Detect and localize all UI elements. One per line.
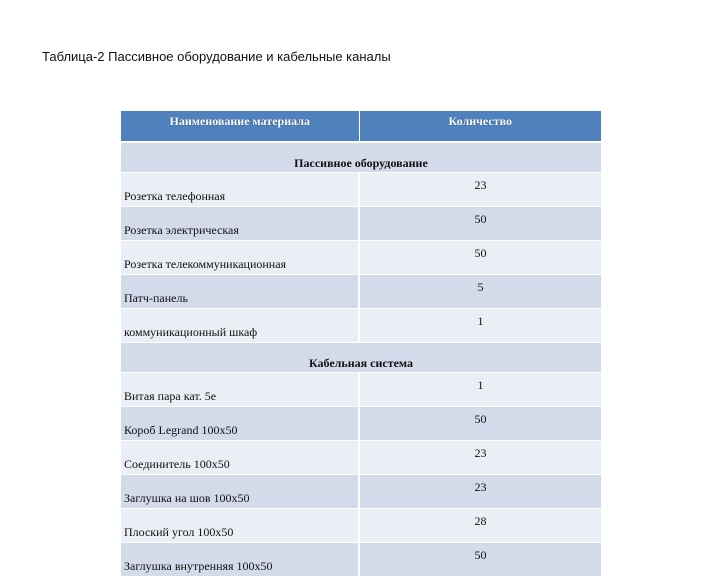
quantity-cell: 50 <box>359 240 601 275</box>
material-name-cell: Патч-панель <box>121 274 360 309</box>
material-name-cell: Короб Legrand 100х50 <box>121 406 360 441</box>
section-row-passive-equipment: Пассивное оборудование <box>121 142 601 173</box>
material-name-cell: Плоский угол 100х50 <box>121 508 360 543</box>
material-name-cell: Соединитель 100х50 <box>121 440 360 475</box>
material-name-cell: коммуникационный шкаф <box>121 308 360 343</box>
quantity-cell: 1 <box>359 372 601 407</box>
table-caption: Таблица-2 Пассивное оборудование и кабел… <box>42 49 391 64</box>
quantity-cell: 23 <box>359 172 601 207</box>
section-title: Пассивное оборудование <box>121 142 601 173</box>
table-row: Розетка телекоммуникационная 50 <box>121 240 601 275</box>
table-row: Патч-панель 5 <box>121 274 601 309</box>
table-row: Соединитель 100х50 23 <box>121 440 601 475</box>
quantity-cell: 5 <box>359 274 601 309</box>
quantity-cell: 28 <box>359 508 601 543</box>
table-row: Заглушка внутренняя 100х50 50 <box>121 542 601 577</box>
table-row: Розетка электрическая 50 <box>121 206 601 241</box>
material-name-cell: Розетка телекоммуникационная <box>121 240 360 275</box>
table-row: Короб Legrand 100х50 50 <box>121 406 601 441</box>
material-name-cell: Заглушка внутренняя 100х50 <box>121 542 360 577</box>
material-name-cell: Заглушка на шов 100х50 <box>121 474 360 509</box>
quantity-cell: 50 <box>359 206 601 241</box>
material-name-cell: Розетка электрическая <box>121 206 360 241</box>
section-title: Кабельная система <box>121 342 601 373</box>
quantity-cell: 50 <box>359 542 601 577</box>
table-row: Розетка телефонная 23 <box>121 172 601 207</box>
table-row: Заглушка на шов 100х50 23 <box>121 474 601 509</box>
material-name-cell: Витая пара кат. 5е <box>121 372 360 407</box>
table-row: коммуникационный шкаф 1 <box>121 308 601 343</box>
header-quantity: Количество <box>359 111 601 143</box>
table-row: Витая пара кат. 5е 1 <box>121 372 601 407</box>
material-name-cell: Розетка телефонная <box>121 172 360 207</box>
header-material-name: Наименование материала <box>121 111 360 143</box>
quantity-cell: 50 <box>359 406 601 441</box>
table-header-row: Наименование материала Количество <box>121 111 601 143</box>
materials-table: Наименование материала Количество Пассив… <box>121 111 601 577</box>
quantity-cell: 1 <box>359 308 601 343</box>
quantity-cell: 23 <box>359 474 601 509</box>
quantity-cell: 23 <box>359 440 601 475</box>
section-row-cable-system: Кабельная система <box>121 342 601 373</box>
table-row: Плоский угол 100х50 28 <box>121 508 601 543</box>
